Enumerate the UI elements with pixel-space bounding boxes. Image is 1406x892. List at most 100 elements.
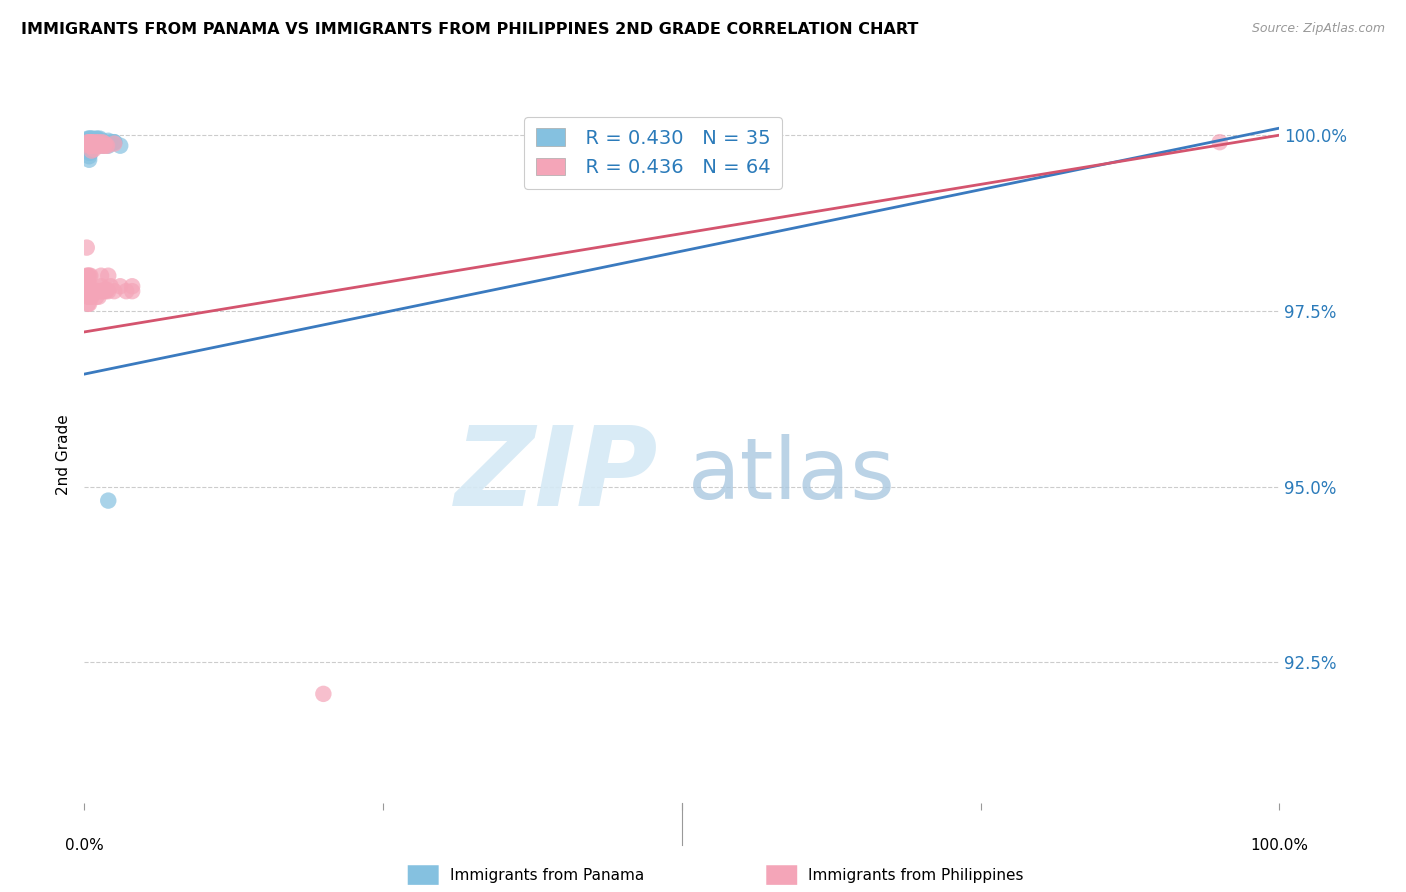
Point (83, 142, 105, 156)
Point (93, 283, 115, 297)
Point (97, 134, 120, 148)
Point (90, 268, 112, 283)
Point (77, 138, 100, 153)
Point (83, 136, 105, 151)
Point (79, 131, 101, 145)
Point (79, 290, 101, 304)
Point (77, 142, 100, 156)
Point (79, 138, 101, 153)
Point (96, 283, 118, 297)
Point (79, 135, 101, 149)
Point (86, 131, 108, 145)
Point (87, 284, 110, 298)
Point (77, 297, 100, 311)
Point (100, 135, 122, 149)
Point (77, 135, 100, 149)
Point (82, 286, 104, 301)
Point (77, 135, 100, 149)
Point (76, 268, 98, 283)
Point (93, 138, 115, 153)
Point (84, 138, 107, 153)
Point (91, 138, 114, 153)
Point (97, 493, 120, 508)
Point (93, 136, 115, 151)
Point (77, 279, 100, 293)
Point (82, 138, 104, 153)
Point (76, 241, 98, 255)
Point (312, 687, 335, 701)
Point (86, 138, 108, 153)
Point (77, 268, 100, 283)
Point (91, 138, 114, 153)
Point (103, 136, 125, 151)
Point (80, 144, 103, 158)
Point (80, 138, 103, 153)
Point (79, 135, 101, 149)
Text: Source: ZipAtlas.com: Source: ZipAtlas.com (1251, 22, 1385, 36)
Point (79, 268, 101, 283)
Point (80, 135, 103, 149)
Point (91, 135, 114, 149)
Point (77, 290, 100, 304)
Point (87, 135, 110, 149)
Point (90, 135, 112, 149)
Point (97, 268, 120, 283)
Point (86, 284, 108, 298)
Point (90, 279, 112, 293)
Text: Immigrants from Panama: Immigrants from Panama (450, 868, 644, 882)
Point (103, 135, 125, 149)
Point (86, 290, 108, 304)
Point (82, 135, 104, 149)
Legend:   R = 0.430   N = 35,   R = 0.436   N = 64: R = 0.430 N = 35, R = 0.436 N = 64 (524, 117, 782, 188)
Point (79, 138, 101, 153)
Text: IMMIGRANTS FROM PANAMA VS IMMIGRANTS FROM PHILIPPINES 2ND GRADE CORRELATION CHAR: IMMIGRANTS FROM PANAMA VS IMMIGRANTS FRO… (21, 22, 918, 37)
Point (86, 136, 108, 151)
Point (87, 135, 110, 149)
Point (79, 145, 101, 160)
Point (83, 135, 105, 149)
Point (1209, 135, 1232, 149)
Point (84, 284, 107, 298)
Point (86, 131, 108, 145)
Point (77, 153, 100, 167)
Point (94, 138, 117, 153)
Point (89, 284, 111, 298)
Text: Immigrants from Philippines: Immigrants from Philippines (808, 868, 1024, 882)
Point (82, 136, 104, 151)
Point (77, 138, 100, 153)
Text: atlas: atlas (688, 434, 896, 517)
Point (91, 284, 114, 298)
Point (110, 279, 132, 293)
Point (100, 279, 122, 293)
Point (77, 142, 100, 156)
Point (77, 135, 100, 149)
Point (93, 284, 115, 298)
Point (77, 131, 100, 145)
Point (77, 149, 100, 163)
Point (103, 135, 125, 149)
Text: 0.0%: 0.0% (65, 838, 104, 853)
Point (86, 135, 108, 149)
Point (110, 138, 132, 153)
Point (121, 279, 143, 293)
Point (77, 131, 100, 145)
Point (121, 284, 143, 298)
Point (87, 290, 110, 304)
Text: ZIP: ZIP (454, 422, 658, 529)
Point (77, 145, 100, 160)
Point (77, 297, 100, 311)
Point (94, 284, 117, 298)
Point (80, 283, 103, 297)
Point (80, 131, 103, 145)
Point (77, 268, 100, 283)
Point (86, 138, 108, 153)
Point (115, 284, 138, 298)
Text: 100.0%: 100.0% (1250, 838, 1309, 853)
Point (80, 290, 103, 304)
Point (87, 138, 110, 153)
Point (97, 284, 120, 298)
Point (77, 279, 100, 293)
Y-axis label: 2nd Grade: 2nd Grade (56, 415, 72, 495)
Point (82, 131, 104, 145)
Point (91, 134, 114, 148)
